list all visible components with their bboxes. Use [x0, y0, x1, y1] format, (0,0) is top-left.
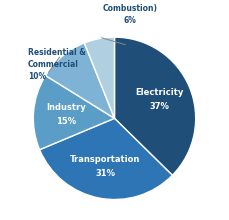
- Wedge shape: [40, 118, 172, 200]
- Text: 31%: 31%: [95, 169, 115, 178]
- Text: Industry: Industry: [46, 103, 86, 112]
- Text: 15%: 15%: [56, 117, 76, 126]
- Wedge shape: [33, 75, 114, 150]
- Text: Electricity: Electricity: [135, 88, 184, 97]
- Text: Transportation: Transportation: [70, 155, 140, 163]
- Text: 37%: 37%: [150, 102, 169, 111]
- Wedge shape: [46, 43, 114, 118]
- Wedge shape: [114, 37, 196, 175]
- Wedge shape: [84, 37, 114, 118]
- Text: Other (Non-
Fossil Fuel
Combustion)
6%: Other (Non- Fossil Fuel Combustion) 6%: [103, 0, 158, 25]
- Text: Residential &
Commercial
10%: Residential & Commercial 10%: [28, 48, 86, 81]
